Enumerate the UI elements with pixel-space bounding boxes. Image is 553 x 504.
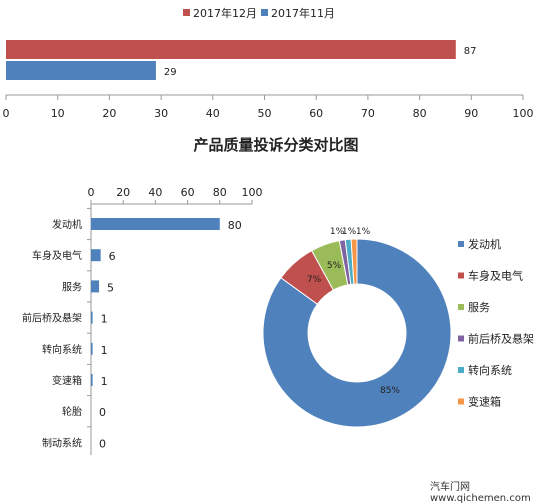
bar-x-tick-label: 60 <box>181 186 195 199</box>
donut-percent-label: 1% <box>342 227 357 237</box>
chart-title: 产品质量投诉分类对比图 <box>193 136 358 154</box>
top-x-tick-label: 20 <box>102 107 116 120</box>
donut-legend-label: 前后桥及悬架 <box>468 332 534 346</box>
donut-percent-label: 7% <box>307 275 322 285</box>
top-x-tick-label: 90 <box>464 107 478 120</box>
donut-legend-swatch <box>458 367 464 373</box>
bar-category-label: 轮胎 <box>62 405 82 418</box>
legend-swatch <box>183 9 190 16</box>
bar <box>91 342 93 355</box>
top-x-tick-label: 0 <box>3 107 10 120</box>
donut-percent-label: 1% <box>330 227 345 237</box>
bar-category-label: 车身及电气 <box>32 249 82 262</box>
donut-legend-swatch <box>458 241 464 247</box>
legend-label: 2017年12月 <box>193 6 257 20</box>
top-bar <box>6 40 456 59</box>
donut-slice <box>262 238 452 428</box>
top-x-tick-label: 10 <box>51 107 65 120</box>
bar-value-label: 1 <box>101 344 108 357</box>
bar <box>91 249 101 262</box>
bar-x-tick-label: 100 <box>242 186 263 199</box>
bar-value-label: 5 <box>107 281 114 294</box>
donut-percent-label: 1% <box>356 227 371 237</box>
top-bar-chart: 87 29 0 10 20 30 40 50 60 70 80 90 100 <box>3 40 534 120</box>
watermark: 汽车门网 www.qichemen.com <box>430 482 531 504</box>
donut-legend-label: 车身及电气 <box>468 269 523 283</box>
bar-category-label: 服务 <box>62 280 82 293</box>
bar <box>91 218 220 230</box>
donut-legend-swatch <box>458 335 464 342</box>
bar-category-label: 转向系统 <box>42 343 82 356</box>
bar <box>91 280 100 293</box>
top-x-tick-label: 30 <box>154 107 168 120</box>
top-bar <box>6 61 156 80</box>
bar-x-tick-label: 80 <box>213 186 227 199</box>
top-x-tick-label: 100 <box>513 107 534 120</box>
donut-percent-label: 85% <box>380 386 400 396</box>
bar-x-tick-label: 40 <box>148 186 162 199</box>
bar <box>91 374 93 386</box>
bar-x-tick-label: 0 <box>88 186 95 199</box>
bar-category-label: 前后桥及悬架 <box>22 312 82 325</box>
donut-slice <box>350 238 358 285</box>
bar-category-label: 变速箱 <box>52 374 82 387</box>
bar-value-label: 1 <box>101 375 108 388</box>
legend-swatch <box>261 9 268 16</box>
bar-x-tick-label: 20 <box>116 186 130 199</box>
donut-legend-label: 转向系统 <box>468 363 512 377</box>
bar-value-label: 6 <box>109 250 116 263</box>
donut-legend-swatch <box>458 272 464 279</box>
bar <box>91 311 93 324</box>
top-chart-legend: 2017年12月 2017年11月 <box>183 6 335 20</box>
top-bar-value: 87 <box>464 46 477 57</box>
bar-value-label: 0 <box>99 437 106 450</box>
top-x-tick-label: 80 <box>413 107 427 120</box>
bar-category-label: 发动机 <box>52 218 82 231</box>
donut-legend-swatch <box>458 304 464 310</box>
top-x-tick-label: 70 <box>361 107 375 120</box>
bar-value-label: 80 <box>228 219 242 232</box>
donut-chart: 85%7%5%1%1% 1% <box>262 227 452 428</box>
donut-legend-label: 服务 <box>468 301 490 314</box>
bar-category-label: 制动系统 <box>42 436 82 449</box>
top-x-tick-label: 40 <box>206 107 220 120</box>
top-x-tick-label: 50 <box>258 107 272 120</box>
bar-value-label: 0 <box>99 406 106 419</box>
top-bar-value: 29 <box>164 67 177 78</box>
top-x-tick-label: 60 <box>309 107 323 120</box>
donut-legend-label: 变速箱 <box>468 395 501 409</box>
donut-legend-label: 发动机 <box>468 237 501 251</box>
donut-legend-swatch <box>458 398 464 405</box>
donut-percent-label: 5% <box>327 261 342 271</box>
bar-value-label: 1 <box>101 313 108 326</box>
legend-label: 2017年11月 <box>271 6 335 20</box>
